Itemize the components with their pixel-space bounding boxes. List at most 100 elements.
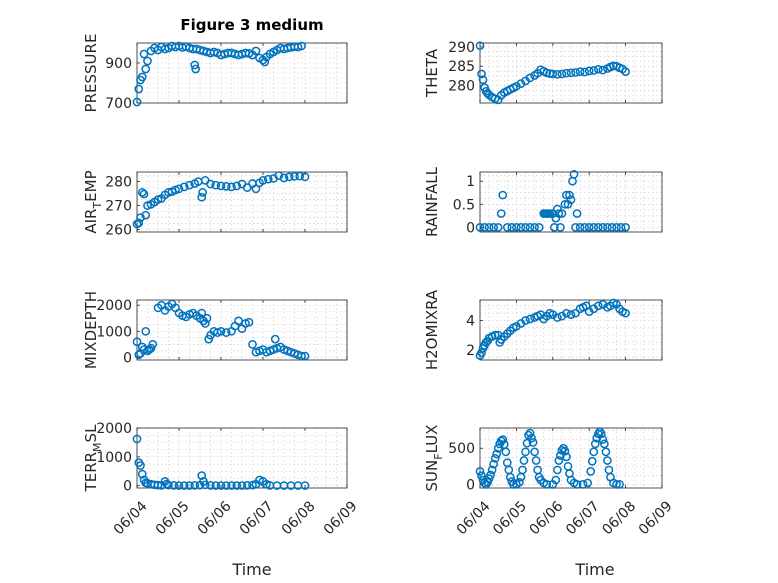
data-point — [583, 478, 593, 488]
data-point — [600, 439, 609, 449]
y-tick-label: 0 — [123, 479, 132, 495]
data-point — [174, 481, 184, 490]
data-point — [496, 209, 506, 218]
data-point — [621, 223, 630, 232]
data-point — [209, 47, 219, 57]
data-point — [562, 308, 571, 318]
data-point — [197, 192, 207, 202]
data-point — [480, 223, 489, 232]
y-tick-label: 4 — [466, 313, 475, 329]
data-point — [553, 313, 562, 322]
data-point — [562, 190, 571, 200]
data-point — [179, 481, 189, 490]
data-point — [616, 223, 626, 232]
data-point — [525, 428, 535, 438]
data-point — [525, 314, 535, 324]
x-axis-label-right: Time — [574, 560, 614, 579]
data-point — [132, 337, 142, 347]
data-point — [521, 447, 530, 457]
data-point — [242, 481, 252, 490]
data-point — [475, 41, 485, 51]
data-point — [556, 451, 565, 460]
data-point — [293, 42, 303, 52]
data-point — [477, 69, 486, 79]
data-point — [143, 56, 152, 66]
panel-5: 2 4 H2OMIXRA — [423, 289, 663, 370]
data-point — [134, 350, 144, 360]
data-point — [572, 480, 582, 489]
data-point — [553, 204, 562, 214]
data-point — [522, 438, 532, 448]
data-point — [554, 209, 564, 218]
y-tick-label: 280 — [105, 175, 132, 191]
data-point — [551, 475, 561, 485]
data-point — [598, 65, 608, 75]
data-point — [139, 49, 149, 59]
data-point — [237, 481, 247, 490]
data-point — [141, 210, 151, 220]
data-point — [295, 171, 305, 181]
data-point — [533, 465, 542, 475]
y-axis-label-4: MIXDEPTH — [82, 291, 100, 369]
data-point — [185, 481, 194, 490]
data-point — [489, 459, 498, 469]
data-point — [484, 223, 494, 232]
data-point — [490, 330, 500, 340]
y-tick-label: 500 — [448, 441, 475, 457]
data-point — [593, 223, 603, 232]
y-axis-label-2: AIRTEMP — [82, 170, 104, 233]
data-point — [621, 308, 630, 318]
data-point — [612, 480, 621, 489]
data-point — [580, 223, 590, 232]
data-point — [242, 183, 252, 192]
x-tick-label: 06/05 — [153, 498, 193, 538]
data-point — [216, 481, 226, 490]
data-point — [530, 223, 539, 232]
data-point — [227, 182, 236, 192]
x-tick-label: 06/08 — [599, 498, 639, 538]
data-point — [572, 209, 582, 218]
data-point — [137, 72, 147, 82]
data-point — [197, 308, 207, 318]
data-point — [211, 180, 221, 190]
data-point — [185, 180, 194, 190]
data-point — [258, 176, 268, 185]
data-point — [232, 481, 242, 490]
data-point — [560, 199, 570, 209]
data-point — [593, 301, 603, 311]
data-point — [179, 182, 189, 192]
data-point — [487, 465, 497, 475]
data-point — [566, 195, 576, 205]
data-point — [492, 449, 502, 459]
panel-1: 280 285 290 THETA — [423, 40, 663, 105]
data-point — [248, 480, 257, 490]
data-point — [216, 181, 226, 191]
y-axis-label-3: RAINFALL — [423, 166, 441, 237]
data-point — [587, 456, 597, 466]
data-point — [607, 223, 617, 232]
figure-title: Figure 3 medium — [180, 16, 323, 34]
y-tick-label: 900 — [105, 56, 132, 72]
data-point — [490, 454, 500, 463]
x-tick-label: 06/06 — [527, 498, 567, 538]
data-point — [501, 447, 511, 457]
data-point — [132, 219, 142, 229]
data-point — [562, 68, 571, 78]
y-tick-label: 1 — [466, 174, 475, 190]
data-point — [206, 179, 215, 189]
data-point — [595, 427, 605, 436]
data-point — [216, 326, 226, 336]
data-point — [542, 480, 552, 489]
data-point — [136, 213, 145, 222]
data-point — [502, 223, 512, 232]
y-tick-label: 0 — [466, 220, 475, 236]
data-point — [297, 41, 306, 51]
y-tick-label: 260 — [105, 223, 132, 239]
data-point — [507, 223, 517, 232]
y-tick-label: 0.5 — [453, 197, 475, 213]
data-point — [148, 339, 158, 349]
axes-frame — [479, 42, 663, 104]
data-point — [136, 461, 145, 470]
